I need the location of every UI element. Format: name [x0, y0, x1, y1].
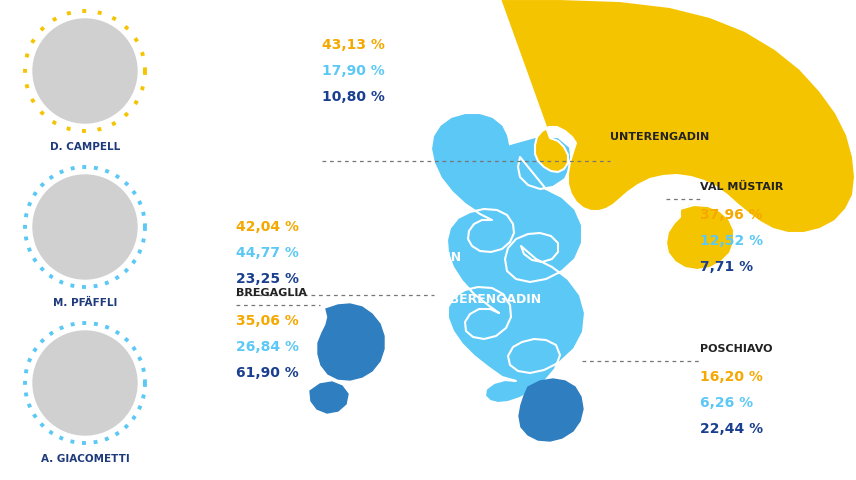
Text: 22,44 %: 22,44 % [700, 421, 764, 435]
Text: 16,20 %: 16,20 % [700, 369, 763, 383]
Text: 43,13 %: 43,13 % [322, 38, 385, 52]
Text: 42,04 %: 42,04 % [236, 219, 299, 233]
Text: 37,96 %: 37,96 % [700, 207, 763, 222]
Text: 17,90 %: 17,90 % [322, 64, 384, 78]
Text: A. GIACOMETTI: A. GIACOMETTI [40, 453, 129, 463]
Text: UNTERENGADIN: UNTERENGADIN [610, 132, 710, 142]
Text: 23,25 %: 23,25 % [236, 271, 299, 286]
Text: 7,71 %: 7,71 % [700, 260, 753, 274]
Text: 6,26 %: 6,26 % [700, 395, 753, 409]
Polygon shape [500, 0, 855, 233]
Text: 10,80 %: 10,80 % [322, 90, 385, 104]
Circle shape [33, 20, 137, 124]
Polygon shape [519, 379, 583, 441]
Text: POSCHIAVO: POSCHIAVO [700, 343, 772, 353]
Polygon shape [318, 304, 384, 380]
Text: D. CAMPELL: D. CAMPELL [50, 142, 120, 152]
Text: VAL MÜSTAIR: VAL MÜSTAIR [700, 181, 783, 192]
Text: BREGAGLIA: BREGAGLIA [236, 288, 307, 298]
Text: 26,84 %: 26,84 % [236, 339, 299, 353]
Polygon shape [431, 114, 585, 403]
Circle shape [33, 331, 137, 435]
Circle shape [33, 176, 137, 279]
Text: OBERENGADIN: OBERENGADIN [359, 251, 461, 264]
Polygon shape [666, 205, 734, 270]
Text: 35,06 %: 35,06 % [236, 313, 299, 327]
Text: 61,90 %: 61,90 % [236, 365, 299, 379]
Text: 44,77 %: 44,77 % [236, 245, 299, 260]
Text: 12,52 %: 12,52 % [700, 233, 764, 248]
Text: M. PFÄFFLI: M. PFÄFFLI [53, 298, 117, 307]
Polygon shape [310, 382, 348, 413]
Polygon shape [500, 0, 855, 233]
Text: OBERENGADIN: OBERENGADIN [439, 293, 541, 306]
